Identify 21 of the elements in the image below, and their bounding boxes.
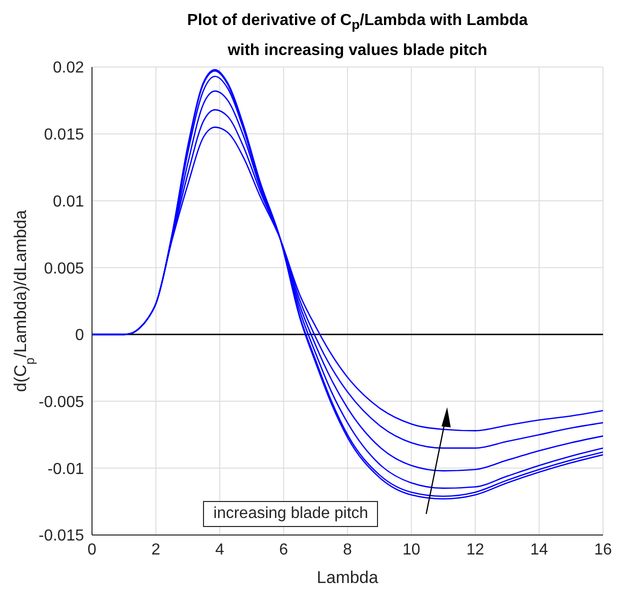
- y-tick-label: 0.015: [44, 126, 84, 144]
- y-tick-label: -0.005: [38, 394, 84, 411]
- y-tick-label: 0.005: [44, 260, 84, 278]
- x-tick-label: 6: [279, 541, 288, 558]
- y-tick-label: -0.015: [38, 528, 84, 545]
- y-tick-label: -0.01: [48, 460, 84, 478]
- x-axis-title: Lambda: [316, 568, 379, 587]
- chart-title: Plot of derivative of C$_{p}$/Lambda with Lambda: [186, 11, 529, 34]
- chart-subtitle: with increasing values blade pitch: [226, 41, 488, 62]
- x-tick-label: 2: [151, 541, 160, 558]
- annotation: increasing blade pitch: [203, 501, 378, 528]
- x-tick-label: 0: [88, 541, 97, 558]
- x-tick-label: 4: [215, 541, 224, 558]
- y-tick-label: 0: [75, 327, 84, 344]
- x-tick-label: 10: [402, 541, 420, 558]
- x-tick-label: 14: [530, 541, 548, 558]
- x-tick-label: 8: [343, 541, 352, 558]
- y-tick-label: 0.02: [52, 60, 84, 77]
- x-tick-label: 12: [466, 541, 484, 558]
- y-tick-label: 0.01: [52, 193, 84, 210]
- x-tick-label: 16: [594, 541, 612, 558]
